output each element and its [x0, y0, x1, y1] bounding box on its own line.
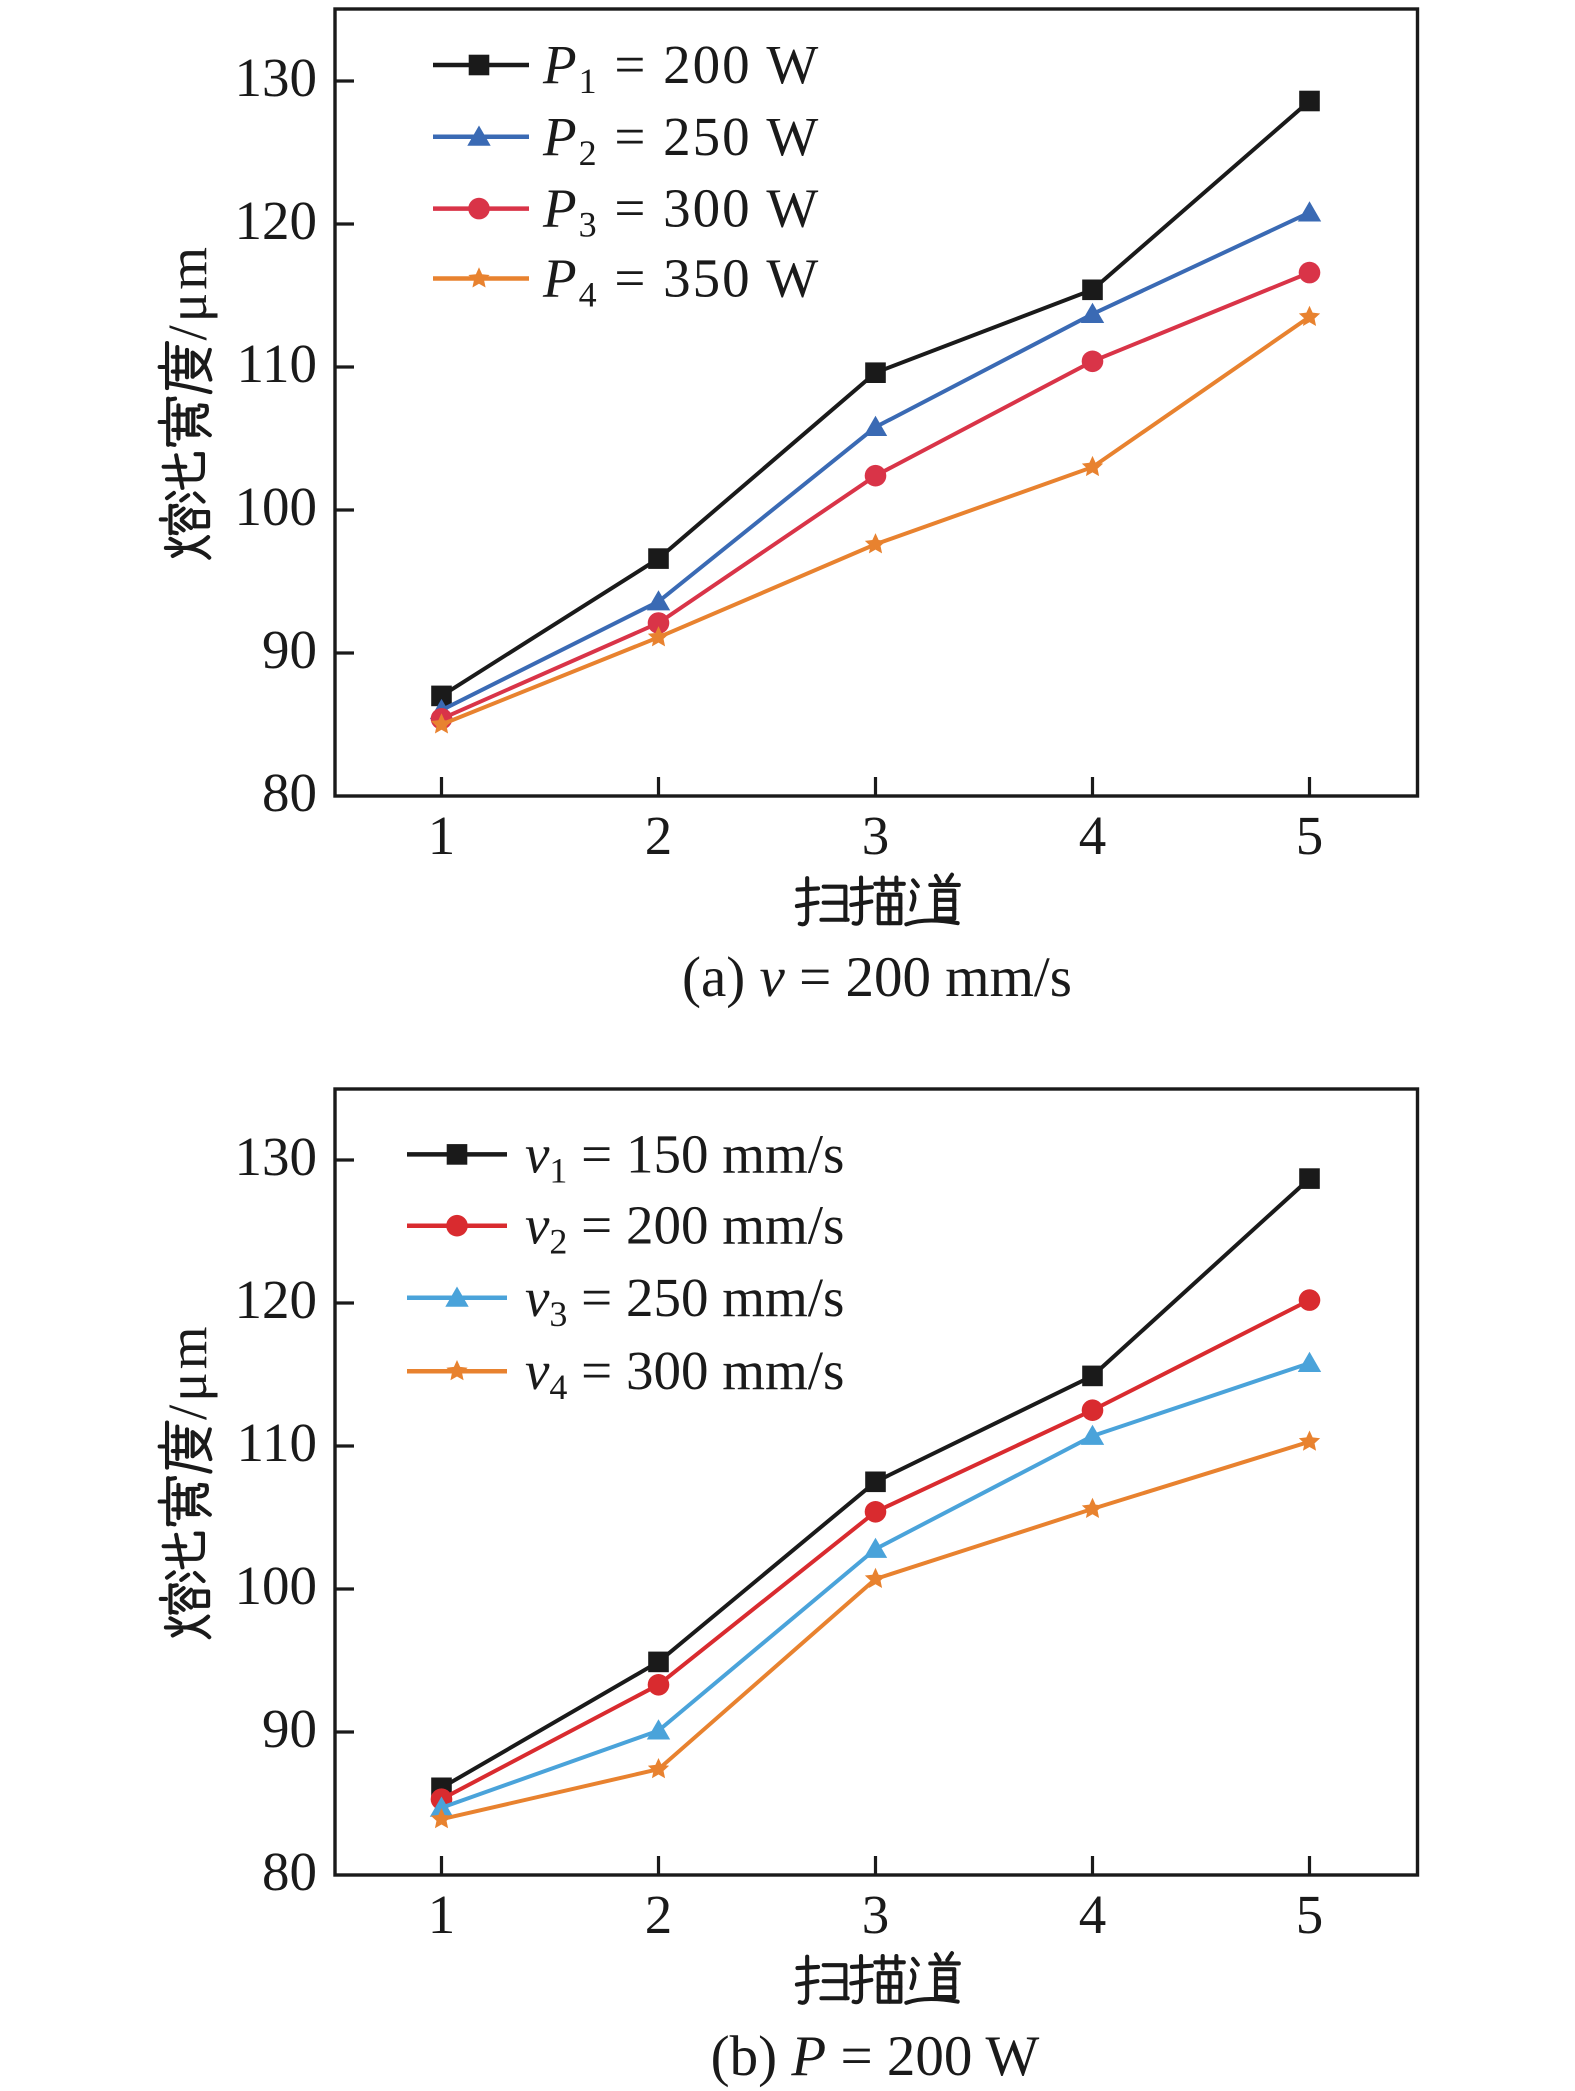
svg-text:P2 = 250 W: P2 = 250 W — [542, 106, 820, 173]
svg-text:v2 = 200 mm/s: v2 = 200 mm/s — [525, 1195, 844, 1262]
svg-text:110: 110 — [237, 333, 317, 394]
svg-text:3: 3 — [862, 805, 890, 866]
svg-text:1: 1 — [428, 1884, 456, 1945]
svg-text:v3 = 250 mm/s: v3 = 250 mm/s — [525, 1267, 844, 1334]
svg-text:130: 130 — [235, 1126, 318, 1187]
svg-text:110: 110 — [237, 1412, 317, 1473]
svg-text:P3 = 300 W: P3 = 300 W — [542, 178, 820, 245]
svg-text:2: 2 — [645, 805, 673, 866]
svg-text:/μm: /μm — [157, 244, 218, 341]
svg-text:P1 = 200 W: P1 = 200 W — [542, 34, 820, 101]
svg-text:5: 5 — [1296, 805, 1324, 866]
svg-text:(b) P = 200 W: (b) P = 200 W — [711, 2025, 1040, 2088]
svg-text:/μm: /μm — [157, 1323, 218, 1420]
svg-text:80: 80 — [262, 1841, 317, 1902]
svg-text:90: 90 — [262, 619, 317, 680]
svg-text:v1 = 150 mm/s: v1 = 150 mm/s — [525, 1123, 844, 1190]
svg-text:80: 80 — [262, 762, 317, 823]
svg-text:v4 = 300 mm/s: v4 = 300 mm/s — [525, 1340, 844, 1407]
svg-text:4: 4 — [1079, 805, 1107, 866]
svg-text:5: 5 — [1296, 1884, 1324, 1945]
svg-text:3: 3 — [862, 1884, 890, 1945]
svg-text:P4 = 350 W: P4 = 350 W — [542, 248, 820, 315]
svg-text:120: 120 — [235, 1269, 318, 1330]
svg-text:4: 4 — [1079, 1884, 1107, 1945]
svg-text:90: 90 — [262, 1698, 317, 1759]
svg-text:120: 120 — [235, 190, 318, 251]
svg-text:1: 1 — [428, 805, 456, 866]
svg-text:2: 2 — [645, 1884, 673, 1945]
svg-text:100: 100 — [235, 476, 318, 537]
svg-text:130: 130 — [235, 47, 318, 108]
svg-text:(a) v = 200 mm/s: (a) v = 200 mm/s — [682, 946, 1072, 1009]
svg-text:100: 100 — [235, 1555, 318, 1616]
